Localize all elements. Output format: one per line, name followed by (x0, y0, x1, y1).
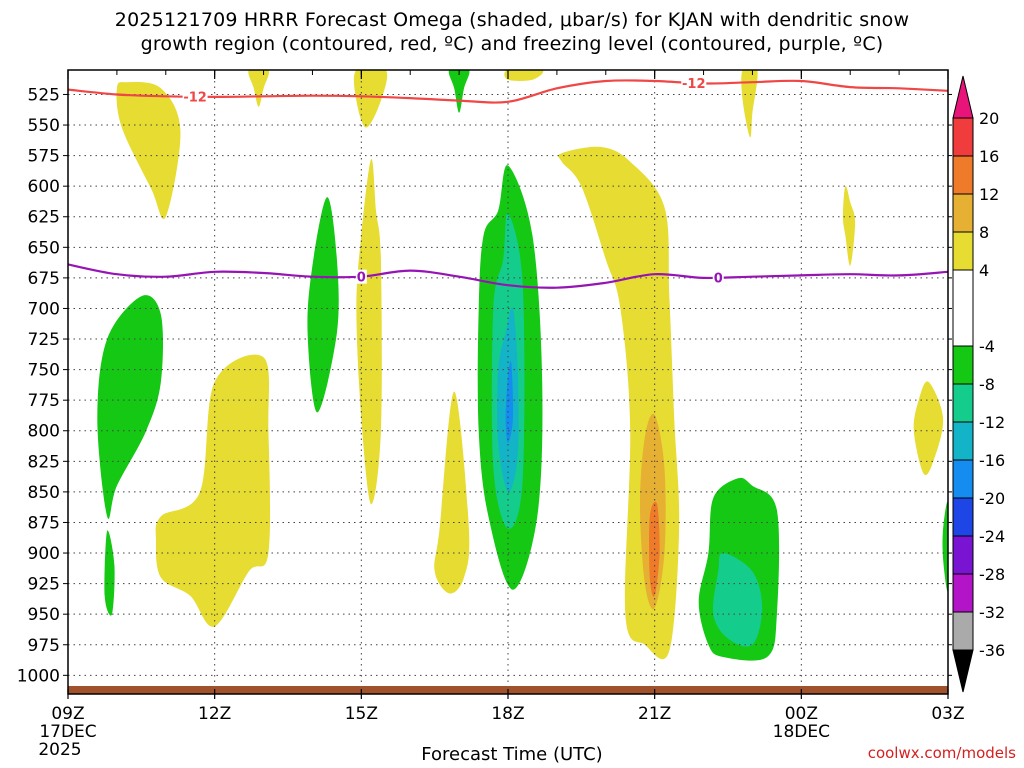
colorbar-label: -12 (979, 413, 1005, 432)
colorbar-band (952, 231, 974, 271)
y-tick-label: 650 (28, 238, 60, 258)
omega-region-teal-2230z (712, 553, 763, 647)
colorbar-label: 16 (979, 147, 999, 166)
omega-region-green-09z-small (104, 530, 115, 616)
omega-region-green-upper-17z (448, 70, 470, 113)
x-tick-date: 18DEC (773, 722, 830, 742)
colorbar-band (952, 459, 974, 499)
contour-label: 0 (357, 271, 366, 286)
omega-region-yellow-upper-18z (504, 70, 544, 81)
y-tick-label: 875 (28, 513, 60, 533)
omega-region-yellow-small-2230z (741, 70, 758, 138)
omega-region-yellow-0230z (913, 381, 944, 476)
y-axis: 525 550 575 600 625 650 675 700 725 750 775 800 825 8… (17, 85, 952, 686)
contour-label: -12 (682, 77, 706, 92)
colorbar-label: 8 (979, 223, 989, 242)
omega-region-yellow-01z (842, 185, 856, 266)
colorbar-band (952, 345, 974, 385)
x-tick-label: 09Z (51, 704, 84, 724)
colorbar-label: 12 (979, 185, 999, 204)
title-line-1: 2025121709 HRRR Forecast Omega (shaded, … (114, 9, 910, 31)
contour-label: -12 (183, 91, 207, 106)
colorbar-band (952, 155, 974, 195)
colorbar-top-arrow (952, 75, 974, 119)
contour-freezing-level-0 (68, 263, 948, 289)
colorbar-label: -16 (979, 451, 1005, 470)
y-tick-label: 800 (28, 422, 60, 442)
colorbar-label: -32 (979, 603, 1005, 622)
colorbar-band (952, 573, 974, 613)
omega-region-green-0930z (97, 295, 164, 520)
colorbar-bottom-arrow (952, 649, 974, 693)
y-tick-label: 525 (28, 85, 60, 105)
colorbar-label: 20 (979, 109, 999, 128)
y-tick-label: 925 (28, 575, 60, 595)
omega-region-yellow-12z-lower (155, 354, 271, 627)
contour-label: 0 (714, 272, 723, 287)
y-tick-label: 550 (28, 116, 60, 136)
y-tick-label: 725 (28, 330, 60, 350)
x-tick-label: 12Z (198, 704, 231, 724)
colorbar-band (952, 497, 974, 537)
colorbar-band (952, 421, 974, 461)
colorbar-label: -4 (979, 337, 995, 356)
y-tick-label: 975 (28, 636, 60, 656)
y-tick-label: 600 (28, 177, 60, 197)
omega-region-yellow-1630z (434, 391, 470, 594)
y-tick-label: 750 (28, 361, 60, 381)
y-tick-label: 1000 (17, 666, 60, 686)
x-tick-year: 2025 (38, 740, 81, 760)
y-tick-label: 775 (28, 391, 60, 411)
colorbar-band (952, 269, 974, 347)
colorbar-label: -20 (979, 489, 1005, 508)
contour-label-bg (712, 270, 724, 285)
y-tick-label: 700 (28, 299, 60, 319)
gridlines (67, 70, 949, 694)
colorbar-label: -24 (979, 527, 1005, 546)
x-tick-label: 00Z (785, 704, 818, 724)
colorbar-band (952, 535, 974, 575)
y-tick-label: 825 (28, 452, 60, 472)
contour-dendritic-growth-minus12 (68, 79, 948, 104)
colorbar-band (952, 193, 974, 233)
omega-region-green-1330z (307, 197, 339, 413)
colorbar-band (952, 611, 974, 651)
colorbar-label: 4 (979, 261, 989, 280)
contours: -12 -12 0 0 (68, 75, 948, 289)
contour-label-bg (182, 89, 208, 104)
contour-label-bg (355, 269, 367, 284)
y-tick-label: 950 (28, 605, 60, 625)
colorbar-band (952, 383, 974, 423)
x-tick-label: 21Z (638, 704, 671, 724)
omega-region-yellow-small-13z (248, 70, 269, 107)
colorbar-label: -28 (979, 565, 1005, 584)
y-tick-label: 575 (28, 147, 60, 167)
x-tick-label: 03Z (931, 704, 964, 724)
y-tick-label: 675 (28, 269, 60, 289)
omega-region-green-03z-edge (942, 501, 948, 592)
chart-title: 2025121709 HRRR Forecast Omega (shaded, … (0, 8, 1024, 56)
colorbar-band (952, 117, 974, 157)
x-tick-label: 15Z (345, 704, 378, 724)
x-tick-date: 17DEC (39, 722, 96, 742)
omega-region-yellow-upper-09z (116, 81, 181, 219)
colorbar-label: -36 (979, 641, 1005, 660)
y-tick-label: 850 (28, 483, 60, 503)
y-tick-label: 625 (28, 208, 60, 228)
x-tick-label: 18Z (491, 704, 524, 724)
omega-region-yellow-upper-16z (353, 70, 388, 128)
title-line-2: growth region (contoured, red, ºC) and f… (140, 33, 884, 55)
colorbar-label: -8 (979, 375, 995, 394)
credit-text: coolwx.com/models (867, 744, 1016, 762)
omega-region-blue-18z (505, 361, 514, 443)
omega-region-yellow-tall-15z (356, 158, 382, 505)
y-tick-label: 900 (28, 544, 60, 564)
x-axis-title: Forecast Time (UTC) (421, 744, 603, 765)
colorbar: 20 16 12 8 4 -4 -8 -12 -16 -20 -24 -28 -32 -36 (952, 75, 1005, 693)
contour-label-bg (681, 75, 707, 90)
